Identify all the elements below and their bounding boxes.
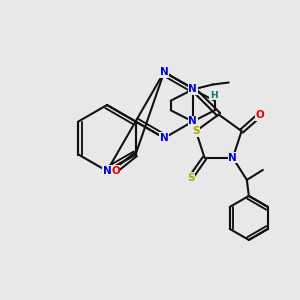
Text: S: S [192,126,200,136]
Text: N: N [229,153,237,163]
Text: O: O [111,166,120,176]
Text: N: N [160,133,169,143]
Text: O: O [255,110,264,120]
Text: N: N [160,67,169,77]
Text: H: H [210,91,218,100]
Text: N: N [188,116,197,127]
Text: N: N [103,166,111,176]
Text: S: S [187,173,194,183]
Text: N: N [188,85,197,94]
